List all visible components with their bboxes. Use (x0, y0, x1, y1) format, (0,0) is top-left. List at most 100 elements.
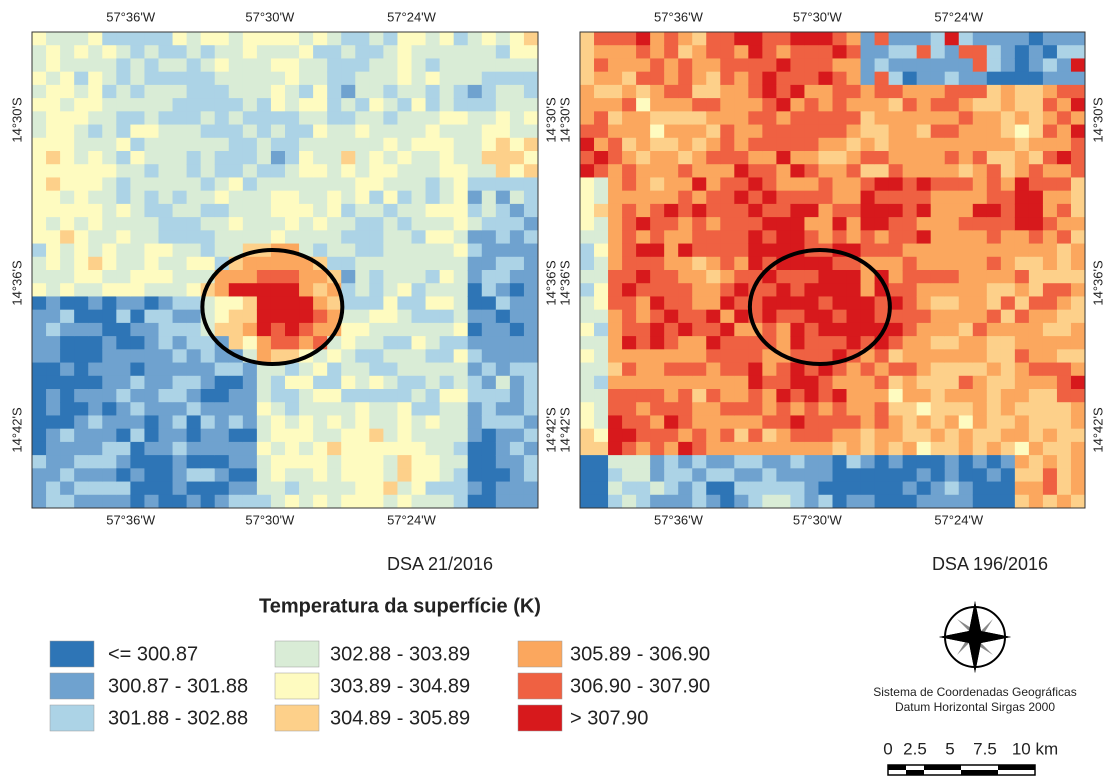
map-cell (425, 58, 441, 73)
map-cell (481, 336, 497, 350)
map-cell (846, 98, 862, 112)
map-cell (1000, 349, 1016, 364)
map-cell (383, 415, 398, 430)
map-cell (88, 124, 103, 139)
map-cell (299, 481, 314, 496)
map-cell (762, 389, 777, 403)
map-cell (270, 124, 286, 139)
map-cell (32, 468, 47, 483)
map-cell (383, 375, 398, 390)
map-cell (32, 111, 47, 126)
map-cell (481, 283, 497, 297)
map-cell (832, 494, 848, 509)
map-cell (804, 441, 819, 456)
map-cell (144, 45, 159, 59)
map-cell (650, 151, 665, 165)
map-cell (790, 137, 805, 152)
map-cell (242, 481, 258, 496)
map-cell (664, 98, 679, 112)
map-cell (299, 230, 314, 245)
map-cell (242, 151, 258, 165)
map-cell (158, 203, 174, 218)
map-cell (1070, 217, 1086, 231)
map-cell (1014, 45, 1030, 59)
map-cell (804, 32, 819, 46)
map-cell (130, 71, 145, 86)
map-cell (818, 45, 833, 59)
map-cell (116, 349, 131, 364)
map-cell (172, 84, 188, 99)
map-cell (74, 151, 89, 165)
map-cell (1056, 230, 1072, 245)
map-cell (916, 58, 932, 73)
map-cell (256, 71, 272, 86)
map-cell (200, 415, 216, 430)
map-cell (32, 217, 47, 231)
map-cell (678, 441, 693, 456)
map-cell (608, 203, 623, 218)
map-cell (636, 71, 651, 86)
map-cell (1070, 296, 1086, 311)
map-cell (102, 124, 117, 139)
map-cell (1000, 203, 1016, 218)
map-cell (580, 494, 595, 509)
map-cell (636, 441, 651, 456)
map-cell (1000, 71, 1016, 86)
map-cell (397, 389, 412, 403)
map-cell (453, 45, 469, 59)
map-cell (846, 375, 862, 390)
map-cell (425, 32, 441, 46)
map-cell (172, 309, 188, 324)
map-cell (172, 151, 188, 165)
map-cell (369, 190, 384, 205)
map-cell (228, 402, 244, 416)
map-cell (60, 45, 75, 59)
map-cell (425, 137, 441, 152)
map-cell (888, 217, 904, 231)
map-cell (411, 481, 427, 496)
scale-label: 7.5 (973, 739, 997, 758)
map-cell (242, 203, 258, 218)
map-cell (762, 98, 777, 112)
map-cell (706, 283, 721, 297)
map-cell (832, 309, 848, 324)
map-cell (130, 164, 145, 178)
map-cell (1042, 190, 1058, 205)
map-cell (509, 375, 525, 390)
map-cell (74, 415, 89, 430)
map-cell (664, 428, 679, 443)
map-cell (1042, 468, 1058, 483)
map-cell (144, 494, 159, 509)
map-cell (776, 217, 791, 231)
map-cell (411, 58, 427, 73)
map-cell (692, 98, 707, 112)
scale-label: 5 (945, 739, 954, 758)
map-cell (46, 468, 61, 483)
map-cell (930, 124, 946, 139)
map-cell (944, 203, 960, 218)
map-cell (944, 71, 960, 86)
map-cell (102, 32, 117, 46)
map-cell (1028, 84, 1044, 99)
map-cell (902, 283, 918, 297)
map-cell (706, 32, 721, 46)
map-cell (762, 309, 777, 324)
map-cell (425, 322, 441, 337)
map-cell (439, 389, 455, 403)
map-cell (692, 137, 707, 152)
map-cell (186, 137, 202, 152)
map-cell (1028, 389, 1044, 403)
map-cell (256, 151, 272, 165)
map-cell (46, 256, 61, 271)
map-cell (299, 428, 314, 443)
map-cell (116, 58, 131, 73)
map-cell (481, 71, 497, 86)
map-cell (453, 270, 469, 284)
map-cell (594, 137, 609, 152)
map-cell (88, 270, 103, 284)
map-cell (594, 98, 609, 112)
map-cell (1042, 71, 1058, 86)
map-cell (88, 32, 103, 46)
map-cell (1070, 177, 1086, 192)
map-cell (678, 71, 693, 86)
